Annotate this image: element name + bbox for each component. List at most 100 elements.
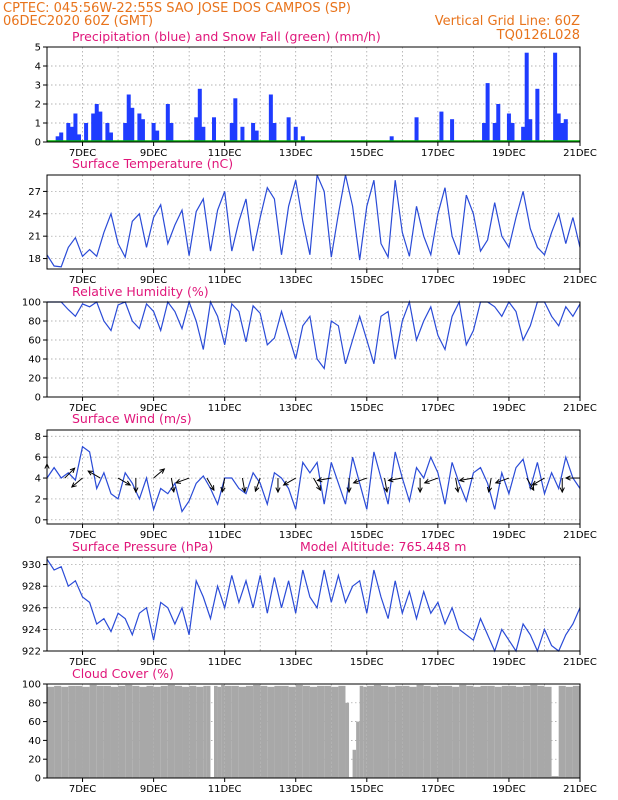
wind-ytick-label: 8 <box>35 432 41 443</box>
cloud-bar <box>487 685 495 778</box>
cloud-bar <box>182 686 190 778</box>
cloud-bar <box>253 684 261 778</box>
precip-bar <box>496 104 501 142</box>
wind-arrow-shaft <box>221 477 226 492</box>
cloud-bar <box>160 685 168 778</box>
cloud-ytick-label: 60 <box>28 717 41 728</box>
pressure-xtick-label: 21DEC <box>563 657 597 668</box>
precip-frame <box>46 46 581 143</box>
cloud-ytick-label: 100 <box>22 680 41 691</box>
humidity-xtick-label: 17DEC <box>421 403 455 414</box>
precip-bar <box>286 117 291 142</box>
precip-bar <box>194 117 199 142</box>
cloud-bar <box>103 685 111 778</box>
wind-arrow-head <box>387 477 394 483</box>
header-grid-note: Vertical Grid Line: 60Z <box>435 14 580 29</box>
header-model: TQ0126L028 <box>496 28 580 43</box>
cloud-bar <box>221 684 225 778</box>
cloud-bar <box>324 685 332 778</box>
cloud-bar <box>89 684 97 778</box>
temperature-ytick-label: 24 <box>28 209 41 220</box>
precip-bar <box>251 123 256 142</box>
humidity-xtick-label: 19DEC <box>492 403 526 414</box>
wind-arrow-head <box>133 487 139 494</box>
cloud-bar <box>508 685 517 778</box>
humidity-title: Relative Humidity (%) <box>72 284 209 299</box>
cloud-bar <box>54 685 62 778</box>
cloud-bar <box>345 702 350 778</box>
cloud-bar <box>501 685 509 778</box>
precip-bar <box>84 123 89 142</box>
precip-ytick-label: 1 <box>35 119 41 130</box>
cloud-bar <box>480 685 488 778</box>
cloud-bar <box>551 776 559 778</box>
cloud-bar <box>153 686 161 778</box>
humidity-panel: 0 20 40 60 80 100 7DEC 9DEC 11DEC 13DEC 15DEC 17DEC… <box>22 298 597 415</box>
wind-xtick-label: 15DEC <box>350 530 384 541</box>
cloud-bar <box>68 685 76 778</box>
cloud-bar <box>558 685 566 778</box>
wind-arrow <box>526 477 535 492</box>
precip-ytick-label: 2 <box>35 100 41 111</box>
humidity-ytick-label: 80 <box>28 317 41 328</box>
precip-bar <box>439 111 444 142</box>
wind-arrow-head <box>316 485 322 492</box>
precip-xtick-label: 19DEC <box>492 148 526 159</box>
cloud-bar <box>317 685 325 778</box>
wind-arrow <box>417 478 423 494</box>
pressure-ytick-label: 924 <box>22 625 41 636</box>
wind-arrow-head <box>417 487 423 494</box>
cloud-bar <box>245 685 254 778</box>
precip-bar <box>229 123 234 142</box>
wind-arrow-shaft <box>64 467 76 479</box>
wind-arrow-shaft <box>71 477 83 488</box>
precip-ytick-label: 3 <box>35 81 41 92</box>
cloud-xtick-label: 7DEC <box>69 784 96 795</box>
humidity-ytick-label: 60 <box>28 336 41 347</box>
wind-arrow <box>241 477 247 493</box>
precip-bar <box>553 52 558 143</box>
cloud-bar <box>565 686 573 778</box>
wind-arrow-head <box>352 478 359 484</box>
wind-arrow <box>383 477 389 493</box>
wind-arrow <box>387 477 403 483</box>
wind-arrow <box>117 477 132 486</box>
pressure-ytick-label: 922 <box>22 647 41 658</box>
temperature-xtick-label: 21DEC <box>563 275 597 286</box>
precip-bar <box>556 113 561 142</box>
wind-arrow-shaft <box>353 477 367 484</box>
cloud-bar <box>381 685 389 778</box>
cloud-bar <box>437 685 445 778</box>
precip-bar <box>94 104 99 142</box>
cloud-bar <box>523 685 531 778</box>
cloud-frame <box>46 683 581 779</box>
pressure-line <box>46 558 581 653</box>
cloud-ytick-label: 80 <box>28 698 41 709</box>
wind-arrow <box>458 477 474 483</box>
wind-arrow <box>70 477 83 488</box>
cloud-bar <box>416 684 424 778</box>
wind-xtick-label: 7DEC <box>69 530 96 541</box>
wind-arrow-head <box>70 482 77 488</box>
precip-bar <box>563 119 568 142</box>
precip-bar <box>414 117 419 142</box>
pressure-xtick-label: 9DEC <box>140 657 167 668</box>
header-station: CPTEC: 045:56W-22:55S SAO JOSE DOS CAMPO… <box>3 1 351 16</box>
cloud-xtick-label: 15DEC <box>350 784 384 795</box>
precip-bar <box>91 113 96 142</box>
wind-arrow <box>486 477 493 493</box>
wind-arrow-shaft <box>455 477 459 492</box>
header-date: 06DEC2020 60Z (GMT) <box>3 14 153 29</box>
humidity-ytick-label: 20 <box>28 374 41 385</box>
precip-bar <box>268 94 273 142</box>
wind-arrow-head <box>531 480 538 486</box>
cloud-bar <box>444 685 453 778</box>
precip-bar <box>254 130 259 142</box>
wind-arrow-shaft <box>117 477 131 486</box>
precip-xtick-label: 13DEC <box>279 148 313 159</box>
wind-xtick-label: 13DEC <box>279 530 313 541</box>
precip-bar <box>201 126 206 142</box>
cloud-ytick-label: 20 <box>28 755 41 766</box>
wind-arrow <box>220 477 226 493</box>
wind-arrow-head <box>423 478 430 484</box>
